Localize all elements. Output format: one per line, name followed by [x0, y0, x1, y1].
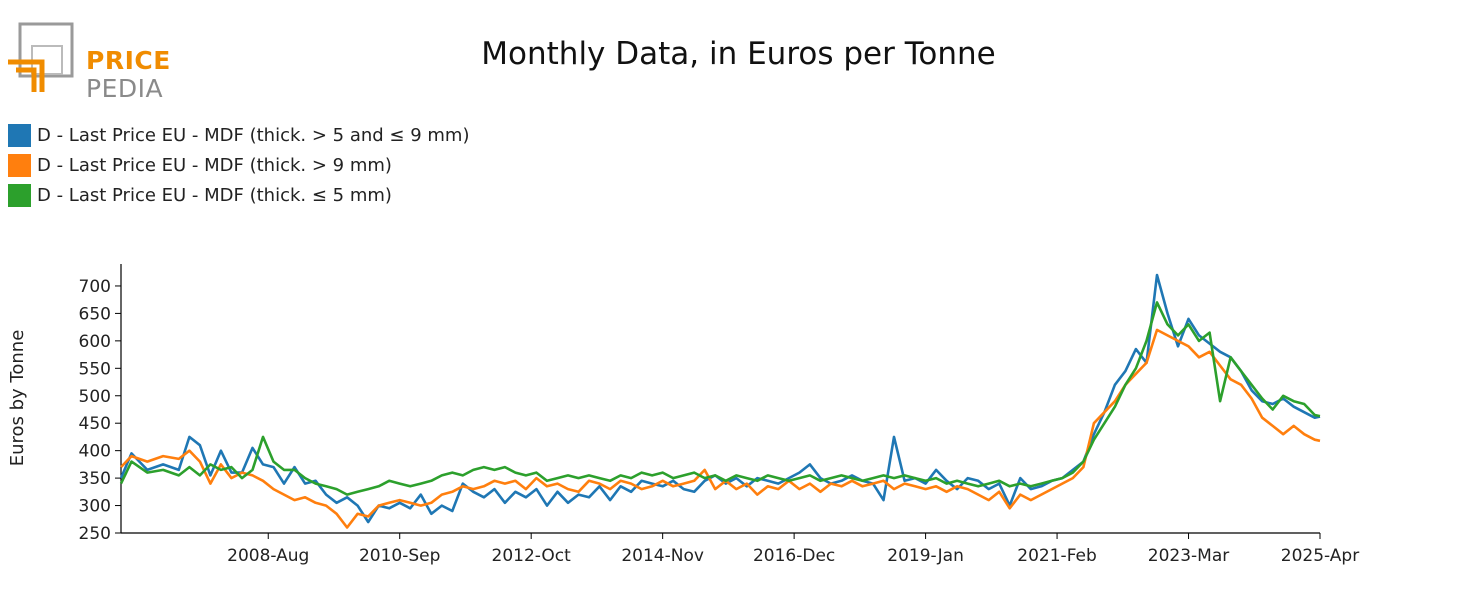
series-line-3: [119, 301, 1321, 496]
y-axis-title: Euros by Tonne: [7, 330, 28, 467]
x-tick-label: 2019-Jan: [887, 546, 964, 566]
logo-text-price: PRICE: [86, 46, 171, 75]
logo-mark-icon: [8, 22, 74, 92]
chart-lines: [119, 273, 1321, 529]
series-line-1: [119, 273, 1321, 524]
y-tick-label: 400: [79, 442, 111, 462]
legend-item-series-1[interactable]: D - Last Price EU - MDF (thick. > 5 and …: [8, 120, 469, 150]
chart-axes: 250 300 350 400 450 500 550 600 650 700 2008-Aug 20…: [79, 264, 1359, 566]
y-tick-label: 550: [79, 359, 111, 379]
x-tick-label: 2012-Oct: [492, 546, 572, 566]
x-tick-label: 2016-Dec: [753, 546, 835, 566]
legend-swatch-series-3: [8, 183, 31, 207]
x-tick-label: 2008-Aug: [227, 546, 309, 566]
y-tick-label: 450: [79, 414, 111, 434]
legend-swatch-series-2: [8, 153, 31, 177]
y-tick-label: 350: [79, 469, 111, 489]
x-tick-label: 2021-Feb: [1017, 546, 1097, 566]
legend-label-series-3: D - Last Price EU - MDF (thick. ≤ 5 mm): [37, 184, 392, 206]
legend-item-series-3[interactable]: D - Last Price EU - MDF (thick. ≤ 5 mm): [8, 180, 469, 210]
y-tick-label: 500: [79, 387, 111, 407]
legend-item-series-2[interactable]: D - Last Price EU - MDF (thick. > 9 mm): [8, 150, 469, 180]
pricepedia-logo: PRICE PEDIA: [8, 22, 171, 101]
x-tick-label: 2025-Apr: [1281, 546, 1359, 566]
x-tick-label: 2010-Sep: [359, 546, 440, 566]
x-tick-label: 2023-Mar: [1148, 546, 1229, 566]
x-tick-label: 2014-Nov: [621, 546, 704, 566]
y-tick-label: 650: [79, 304, 111, 324]
y-tick-label: 250: [79, 524, 111, 544]
logo-text-pedia: PEDIA: [86, 74, 164, 103]
legend-label-series-1: D - Last Price EU - MDF (thick. > 5 and …: [37, 124, 470, 146]
legend-label-series-2: D - Last Price EU - MDF (thick. > 9 mm): [37, 154, 392, 176]
chart-title: Monthly Data, in Euros per Tonne: [481, 36, 996, 72]
y-tick-label: 600: [79, 332, 111, 352]
chart-legend: D - Last Price EU - MDF (thick. > 5 and …: [8, 120, 469, 210]
y-tick-label: 700: [79, 277, 111, 297]
legend-swatch-series-1: [8, 123, 31, 147]
y-tick-label: 300: [79, 497, 111, 517]
